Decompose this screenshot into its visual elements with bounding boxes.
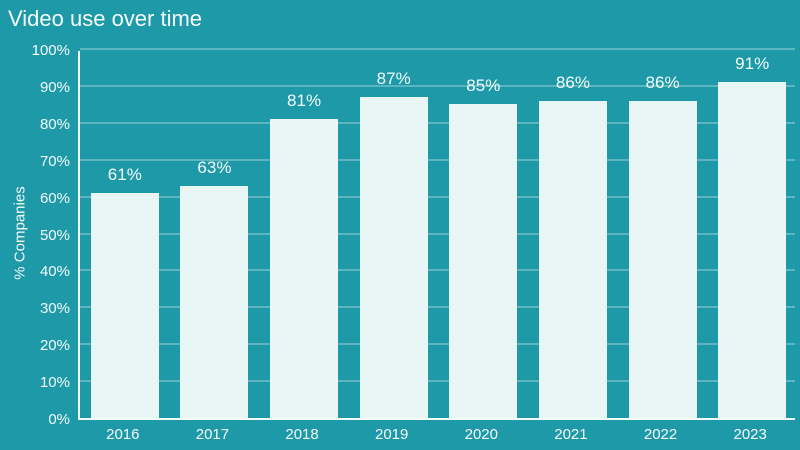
bar (359, 96, 428, 418)
gridline (80, 380, 795, 383)
y-tick-label: 20% (39, 337, 70, 355)
y-tick-label: 100% (31, 42, 70, 59)
x-tick-label: 2021 (554, 426, 588, 443)
bar-value-label: 61% (107, 164, 142, 184)
bar-value-label: 85% (466, 76, 501, 96)
gridline (80, 306, 795, 309)
y-tick-label: 40% (39, 263, 70, 281)
x-tick-label: 2018 (285, 426, 319, 443)
gridline (80, 343, 795, 346)
bar (90, 192, 159, 418)
gridline (80, 84, 795, 87)
bar (628, 100, 697, 418)
x-tick-label: 2023 (733, 426, 767, 443)
gridline (80, 232, 795, 235)
y-tick-label: 30% (39, 300, 70, 318)
bar-value-label: 86% (645, 72, 680, 92)
y-tick-label: 60% (39, 189, 70, 207)
y-tick-label: 90% (39, 78, 70, 96)
x-tick-label: 2019 (375, 426, 409, 443)
bar (270, 119, 339, 418)
x-tick-label: 2017 (195, 426, 230, 443)
x-tick-label: 2020 (464, 426, 498, 443)
bar-value-label: 91% (735, 54, 770, 74)
plot-area: 61% 63% 81% 87% 85% 86% 86% 91% (78, 48, 795, 420)
x-tick-label: 2022 (643, 426, 678, 443)
chart-title: Video use over time (8, 6, 203, 31)
y-tick-label: 80% (39, 115, 70, 133)
bar-value-label: 86% (555, 72, 590, 92)
y-tick-label: 0% (48, 411, 70, 428)
gridline (80, 158, 795, 161)
bar (718, 82, 787, 418)
bar (538, 100, 607, 418)
bar (449, 104, 518, 418)
bar (180, 185, 249, 418)
gridline (80, 195, 795, 198)
bar-value-label: 63% (197, 157, 232, 177)
bar-value-label: 87% (376, 68, 411, 88)
gridline (80, 121, 795, 124)
x-tick-label: 2016 (106, 426, 140, 443)
y-tick-label: 50% (39, 226, 70, 244)
gridline (80, 48, 795, 50)
y-tick-label: 70% (39, 152, 70, 170)
bar-value-label: 81% (287, 91, 322, 111)
gridline (80, 269, 795, 272)
y-tick-label: 10% (39, 374, 70, 392)
